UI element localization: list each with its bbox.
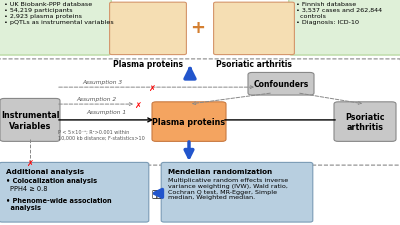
Text: • Colocalization analysis: • Colocalization analysis (6, 177, 97, 183)
Text: analysis: analysis (6, 204, 41, 210)
FancyBboxPatch shape (0, 0, 111, 56)
Text: +: + (190, 19, 206, 37)
Text: ✗: ✗ (148, 83, 156, 92)
Text: Mendelian randomization: Mendelian randomization (168, 168, 272, 174)
Text: Multiplicative random effects inverse
variance weighting (IVW), Wald ratio,
Coch: Multiplicative random effects inverse va… (168, 177, 288, 200)
FancyBboxPatch shape (0, 99, 60, 142)
FancyBboxPatch shape (248, 73, 314, 96)
Text: Confounders: Confounders (253, 80, 309, 89)
Text: ✗: ✗ (134, 100, 142, 109)
Text: Psoriatic
arthritis: Psoriatic arthritis (345, 112, 385, 132)
FancyBboxPatch shape (152, 102, 226, 142)
Text: Assumption 1: Assumption 1 (86, 110, 126, 115)
Text: Plasma proteins: Plasma proteins (113, 60, 183, 69)
FancyBboxPatch shape (289, 0, 400, 56)
FancyBboxPatch shape (161, 163, 313, 222)
Text: P < 5×10⁻⁸; R²>0.001 within
10,000 kb distance; F-statistics>10: P < 5×10⁻⁸; R²>0.001 within 10,000 kb di… (58, 129, 145, 140)
FancyBboxPatch shape (334, 102, 396, 142)
Text: • Finnish database
• 3,537 cases and 262,844
  controls
• Diagnosis: ICD-10: • Finnish database • 3,537 cases and 262… (296, 2, 382, 25)
Text: PPH4 ≥ 0.8: PPH4 ≥ 0.8 (10, 185, 48, 191)
Text: Instrumental
Variables: Instrumental Variables (1, 111, 59, 130)
FancyBboxPatch shape (110, 3, 186, 55)
FancyBboxPatch shape (214, 3, 294, 55)
Text: Assumption 2: Assumption 2 (76, 96, 116, 101)
Text: ✗: ✗ (26, 159, 34, 168)
Text: • UK Biobank-PPP database
• 54,219 participants
• 2,923 plasma proteins
• pQTLs : • UK Biobank-PPP database • 54,219 parti… (4, 2, 114, 25)
Text: Psoriatic arthritis: Psoriatic arthritis (216, 60, 292, 69)
Text: Assumption 3: Assumption 3 (82, 79, 122, 84)
Text: • Phenome-wide association: • Phenome-wide association (6, 197, 112, 203)
Text: Additional analysis: Additional analysis (6, 168, 84, 174)
Text: Plasma proteins: Plasma proteins (152, 118, 226, 126)
FancyBboxPatch shape (0, 163, 149, 222)
Text: 💉🧪: 💉🧪 (152, 190, 162, 199)
